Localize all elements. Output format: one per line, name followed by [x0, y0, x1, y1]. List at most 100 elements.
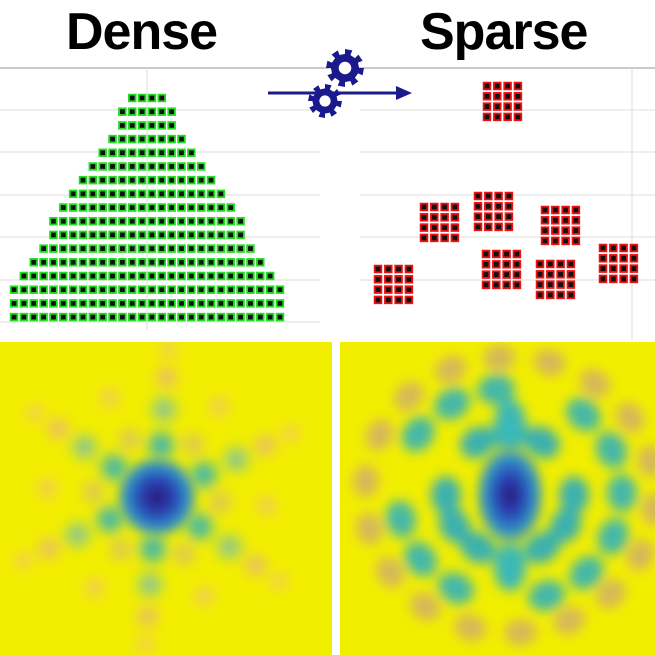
dense-element-center [159, 95, 165, 101]
sidelobe [100, 388, 119, 407]
dense-element-center [100, 246, 106, 252]
dense-element-center [80, 218, 86, 224]
dense-element-center [90, 246, 96, 252]
dense-element-center [248, 273, 253, 279]
dense-element-center [218, 232, 224, 238]
dense-element-center [228, 232, 234, 238]
dense-element-center [129, 232, 135, 238]
dense-element-center [149, 95, 155, 101]
dense-element-center [60, 259, 66, 265]
dense-element-center [100, 273, 106, 279]
sparse-element-center [610, 245, 616, 251]
sparse-element-center [547, 261, 553, 267]
dense-element-center [188, 164, 194, 169]
sparse-element-center [483, 251, 489, 257]
dense-element-center [90, 300, 96, 306]
sidelobe [460, 531, 496, 564]
sidelobe [528, 580, 566, 611]
sparse-element-center [514, 251, 520, 257]
sparse-element-center [558, 271, 563, 277]
sparse-element-center [547, 282, 553, 287]
sparse-element-center [568, 282, 574, 287]
dense-element-center [129, 150, 135, 156]
dense-element-center [60, 314, 66, 320]
dense-element-center [110, 232, 115, 238]
sparse-element-center [573, 217, 579, 223]
sparse-element-center [505, 93, 510, 99]
sparse-beam-svg [340, 342, 655, 655]
sidelobe [257, 496, 276, 515]
dense-element-center [80, 177, 86, 183]
dense-element-center [139, 218, 145, 224]
dense-element-center [169, 300, 175, 306]
dense-element-center [208, 314, 214, 320]
gear-hole [338, 61, 352, 75]
sparse-element-center [610, 255, 616, 261]
dense-element-center [159, 136, 165, 142]
sparse-element-center [505, 83, 510, 89]
dense-element-center [159, 205, 165, 210]
dense-element-center [110, 259, 115, 265]
dense-element-center [129, 164, 135, 169]
dense-element-center [51, 246, 56, 252]
sidelobe [615, 402, 645, 433]
sparse-element-center [621, 255, 626, 261]
sparse-element-center [442, 214, 447, 220]
dense-element-center [129, 300, 135, 306]
sidelobe [394, 381, 424, 411]
dense-element-center [119, 205, 125, 210]
dense-element-center [179, 136, 184, 142]
dense-element-center [238, 218, 243, 224]
dense-element-center [149, 287, 155, 293]
dense-element-center [70, 259, 76, 265]
dense-element-center [208, 177, 214, 183]
dense-element-center [198, 246, 204, 252]
dense-element-center [208, 259, 214, 265]
dense-element-center [80, 300, 86, 306]
sidelobe [110, 539, 131, 560]
dense-element-center [188, 232, 194, 238]
dense-element-center [169, 287, 175, 293]
dense-element-center [198, 177, 204, 183]
sidelobe [255, 435, 276, 456]
dense-element-center [169, 164, 175, 169]
sparse-element-center [504, 282, 509, 288]
dense-element-center [119, 300, 125, 306]
sidelobe [160, 342, 177, 358]
sparse-element-center [563, 238, 568, 244]
sidelobe [483, 344, 516, 371]
dense-element-center [228, 205, 234, 210]
sparse-element-center [631, 255, 637, 261]
sparse-element-center [493, 272, 499, 277]
dense-element-center [139, 136, 145, 142]
dense-element-center [169, 273, 175, 279]
sparse-element-center [568, 271, 574, 277]
sparse-element-center [600, 255, 606, 261]
dense-element-center [129, 191, 135, 197]
sparse-element-center [485, 203, 491, 209]
array-layouts [0, 49, 655, 340]
dense-element-center [149, 218, 155, 224]
sparse-element-center [475, 214, 481, 219]
sidelobe [137, 636, 154, 653]
sidelobe [549, 507, 582, 544]
sparse-element-center [552, 238, 558, 244]
dense-element-center [129, 205, 135, 210]
dense-element-center [238, 300, 243, 306]
dense-element-center [129, 287, 135, 293]
sparse-element-center [600, 266, 606, 271]
dense-element-center [188, 150, 194, 156]
sidelobe [533, 349, 566, 376]
dense-element-center [267, 314, 273, 320]
dense-element-center [208, 300, 214, 306]
sparse-element-center [475, 203, 481, 209]
dense-element-center [198, 273, 204, 279]
dense-element-center [179, 287, 184, 293]
dense-element-center [159, 246, 165, 252]
dense-element-center [100, 177, 106, 183]
dense-element-center [179, 191, 184, 197]
gear-hole [319, 95, 331, 107]
dense-beam-svg [0, 342, 332, 655]
sparse-element-center [484, 83, 490, 89]
